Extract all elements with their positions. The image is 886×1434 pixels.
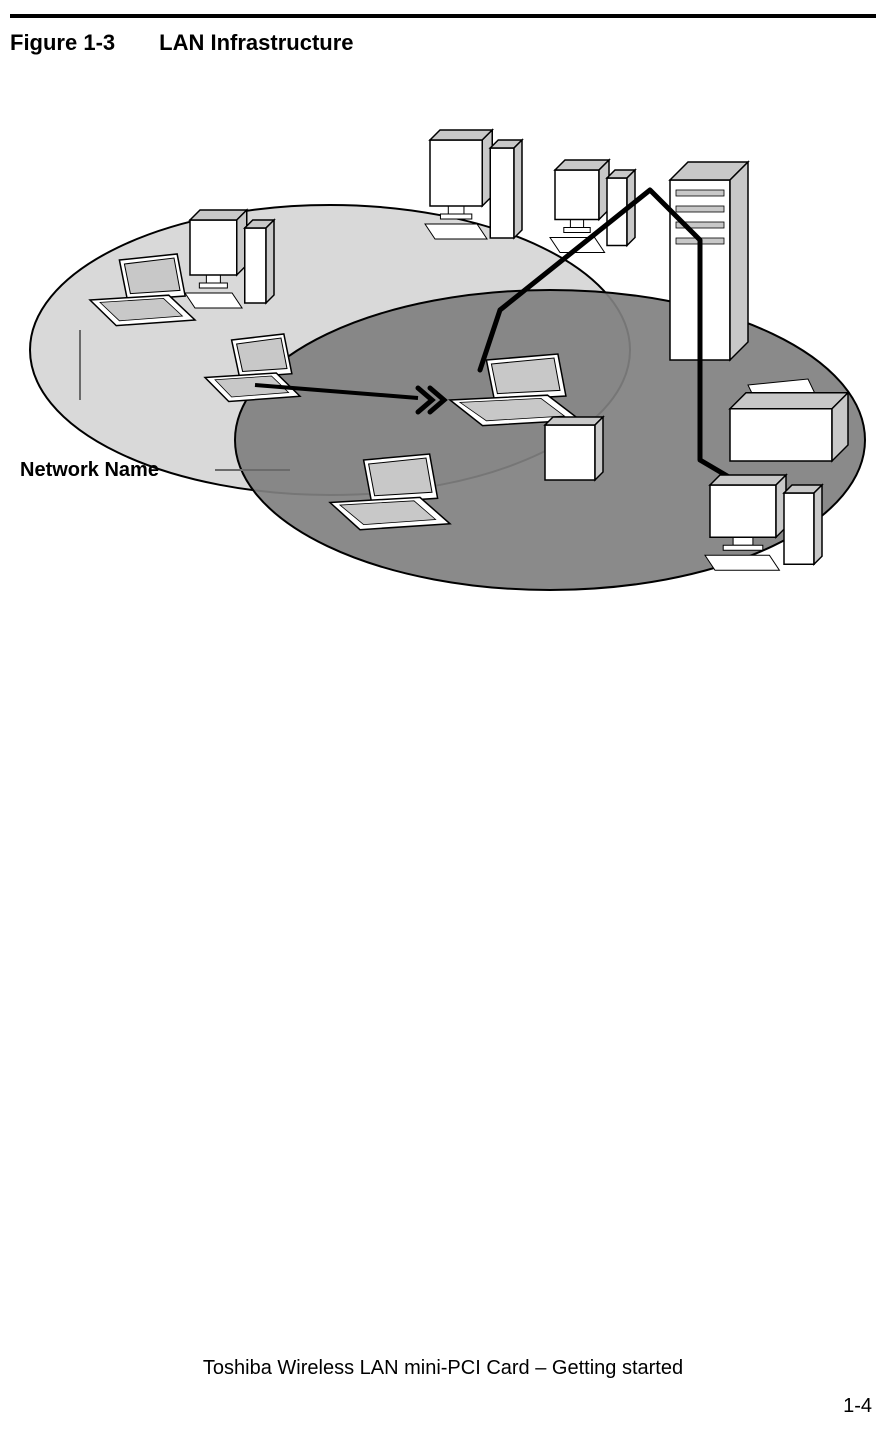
figure-title: LAN Infrastructure bbox=[159, 30, 353, 56]
figure-title-row: Figure 1-3 LAN Infrastructure bbox=[10, 30, 876, 56]
page-number: 1-4 bbox=[843, 1395, 872, 1418]
figure-number: Figure 1-3 bbox=[10, 30, 115, 56]
svg-text:Network Name: Network Name bbox=[20, 459, 159, 481]
page: Figure 1-3 LAN Infrastructure Network Na… bbox=[0, 14, 886, 1434]
footer-text: Toshiba Wireless LAN mini-PCI Card – Get… bbox=[0, 1357, 886, 1380]
top-rule bbox=[10, 14, 876, 18]
lan-infrastructure-diagram: Network Name bbox=[10, 70, 876, 590]
diagram-svg: Network Name bbox=[10, 70, 876, 630]
